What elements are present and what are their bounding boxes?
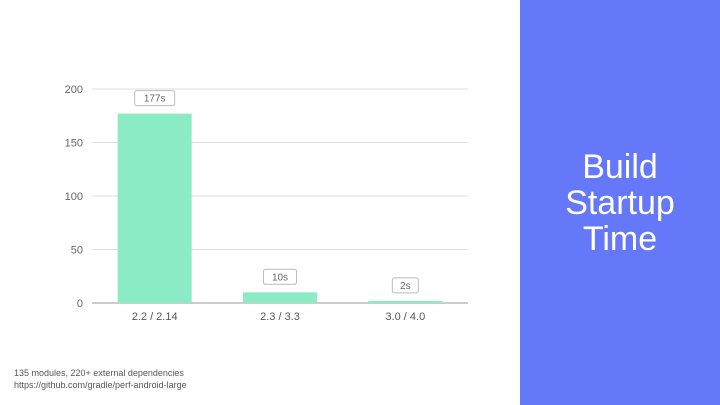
bar	[243, 292, 317, 303]
title-line-1: Build	[582, 147, 658, 186]
data-label: 177s	[144, 94, 166, 105]
y-tick-label: 150	[65, 138, 83, 150]
x-tick-label: 2.2 / 2.14	[132, 311, 178, 323]
data-label-box	[263, 268, 297, 285]
data-label-box	[134, 90, 176, 107]
data-label-box	[391, 277, 419, 294]
title-line-2: Startup	[565, 183, 675, 222]
footnote-line-1: 135 modules, 220+ external dependencies	[14, 368, 184, 378]
x-tick-label: 2.3 / 3.3	[260, 311, 300, 323]
data-label: 10s	[272, 272, 288, 283]
title-line-3: Time	[582, 219, 658, 258]
bar	[117, 113, 192, 303]
y-tick-label: 100	[65, 191, 83, 203]
title-panel: Build Startup Time	[520, 0, 720, 405]
x-tick-label: 3.0 / 4.0	[385, 311, 425, 323]
data-label: 2s	[400, 281, 411, 292]
bar	[368, 300, 443, 303]
footnote-line-2: https://github.com/gradle/perf-android-l…	[14, 380, 187, 390]
label-layer: 0 50 100 150 200 177s 2.2 / 2.14 10s 2.3 / 3.3 2s…	[65, 84, 426, 323]
slide-title: Build Startup Time	[565, 149, 675, 257]
bar-layer	[117, 113, 443, 303]
y-tick-label: 50	[71, 245, 83, 257]
y-tick-label: 0	[77, 298, 83, 310]
footnote: 135 modules, 220+ external dependencies …	[14, 367, 187, 391]
y-tick-label: 200	[65, 84, 83, 96]
bar-chart: 0 50 100 150 200 177s 2.2 / 2.14 10s 2.3 / 3.3 2s…	[65, 84, 468, 323]
